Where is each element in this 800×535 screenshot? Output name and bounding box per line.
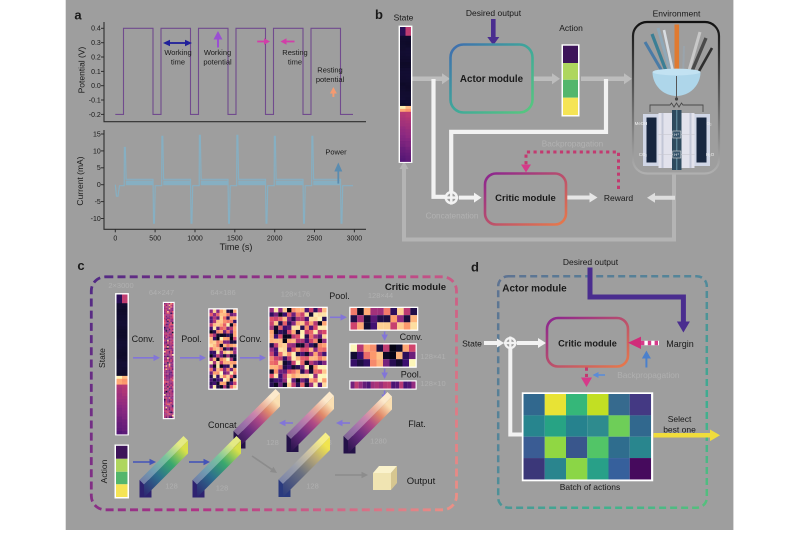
svg-text:potential: potential [203, 58, 232, 67]
svg-text:Critic module: Critic module [558, 339, 617, 349]
svg-text:128×44: 128×44 [368, 291, 393, 300]
svg-text:State: State [394, 13, 414, 23]
svg-text:-10: -10 [91, 216, 101, 223]
svg-text:c: c [77, 258, 84, 273]
svg-text:Desired output: Desired output [563, 257, 619, 267]
svg-text:Time (s): Time (s) [220, 242, 253, 252]
svg-text:Pool.: Pool. [329, 291, 350, 301]
svg-text:Action: Action [559, 23, 583, 33]
svg-text:CO₂: CO₂ [639, 152, 648, 157]
svg-text:0.4: 0.4 [91, 26, 101, 33]
svg-text:Concatenation: Concatenation [426, 212, 479, 221]
svg-text:Actor module: Actor module [460, 74, 524, 85]
svg-text:time: time [288, 58, 302, 67]
svg-text:Output: Output [407, 476, 436, 487]
svg-text:Resting: Resting [317, 66, 342, 75]
svg-text:64×247: 64×247 [149, 288, 174, 297]
svg-text:2500: 2500 [307, 236, 323, 243]
svg-text:Select: Select [668, 414, 692, 424]
svg-text:Working: Working [204, 48, 231, 57]
svg-text:1500: 1500 [227, 236, 243, 243]
svg-text:-5: -5 [95, 199, 101, 206]
svg-text:H⁺: H⁺ [674, 132, 679, 137]
svg-text:best one: best one [663, 425, 696, 435]
svg-text:H₂O: H₂O [706, 152, 715, 157]
svg-text:1280: 1280 [370, 437, 387, 446]
svg-text:128: 128 [266, 438, 279, 447]
svg-text:64×186: 64×186 [210, 288, 235, 297]
svg-text:0: 0 [97, 182, 101, 189]
svg-text:time: time [171, 58, 185, 67]
svg-text:Pool.: Pool. [401, 370, 422, 380]
svg-text:Margin: Margin [666, 339, 694, 349]
svg-text:Flat.: Flat. [408, 419, 426, 429]
svg-text:Action: Action [99, 459, 109, 483]
svg-text:128×41: 128×41 [420, 352, 445, 361]
svg-text:0.1: 0.1 [91, 69, 101, 76]
svg-text:500: 500 [149, 236, 161, 243]
svg-text:Potential (V): Potential (V) [77, 46, 87, 93]
svg-text:Working: Working [164, 48, 191, 57]
svg-text:Desired output: Desired output [466, 8, 522, 18]
svg-text:2×3000: 2×3000 [108, 281, 133, 290]
svg-text:Backpropagation: Backpropagation [542, 140, 604, 149]
svg-text:-0.1: -0.1 [89, 97, 101, 104]
svg-text:Resting: Resting [282, 48, 307, 57]
svg-text:Actor module: Actor module [502, 284, 567, 295]
svg-text:Current (mA): Current (mA) [75, 156, 85, 205]
svg-text:-0.2: -0.2 [89, 112, 101, 119]
svg-text:O₂: O₂ [706, 121, 711, 126]
svg-text:MeOH: MeOH [635, 121, 648, 126]
svg-text:Backpropagation: Backpropagation [617, 370, 680, 380]
svg-text:3000: 3000 [347, 236, 363, 243]
svg-text:d: d [471, 260, 479, 275]
svg-text:Conv.: Conv. [239, 334, 262, 344]
svg-text:H⁺: H⁺ [674, 152, 679, 157]
svg-text:0.0: 0.0 [91, 83, 101, 90]
svg-text:Conv.: Conv. [132, 334, 155, 344]
svg-text:a: a [74, 8, 82, 23]
svg-text:0.2: 0.2 [91, 54, 101, 61]
svg-text:State: State [462, 339, 482, 349]
svg-text:Power: Power [325, 147, 347, 156]
svg-text:15: 15 [93, 131, 101, 138]
svg-text:Conv.: Conv. [400, 332, 423, 342]
svg-text:0.3: 0.3 [91, 40, 101, 47]
svg-text:128: 128 [216, 484, 229, 493]
svg-text:Critic module: Critic module [495, 193, 556, 204]
svg-text:Concat.: Concat. [208, 420, 239, 430]
svg-text:State: State [97, 348, 107, 368]
svg-text:128: 128 [165, 482, 178, 491]
svg-text:128: 128 [306, 482, 319, 491]
svg-text:128×10: 128×10 [420, 379, 445, 388]
svg-text:Pool.: Pool. [181, 334, 202, 344]
svg-text:b: b [375, 7, 383, 22]
svg-text:Batch of actions: Batch of actions [560, 482, 620, 492]
svg-text:10: 10 [93, 148, 101, 155]
svg-text:Critic module: Critic module [385, 282, 446, 293]
svg-text:Reward: Reward [604, 193, 634, 203]
svg-text:2000: 2000 [267, 236, 283, 243]
svg-text:5: 5 [97, 165, 101, 172]
svg-text:potential: potential [316, 75, 345, 84]
svg-text:1000: 1000 [187, 236, 203, 243]
svg-text:0: 0 [113, 236, 117, 243]
svg-text:Environment: Environment [653, 9, 701, 19]
svg-text:128×176: 128×176 [281, 290, 310, 299]
